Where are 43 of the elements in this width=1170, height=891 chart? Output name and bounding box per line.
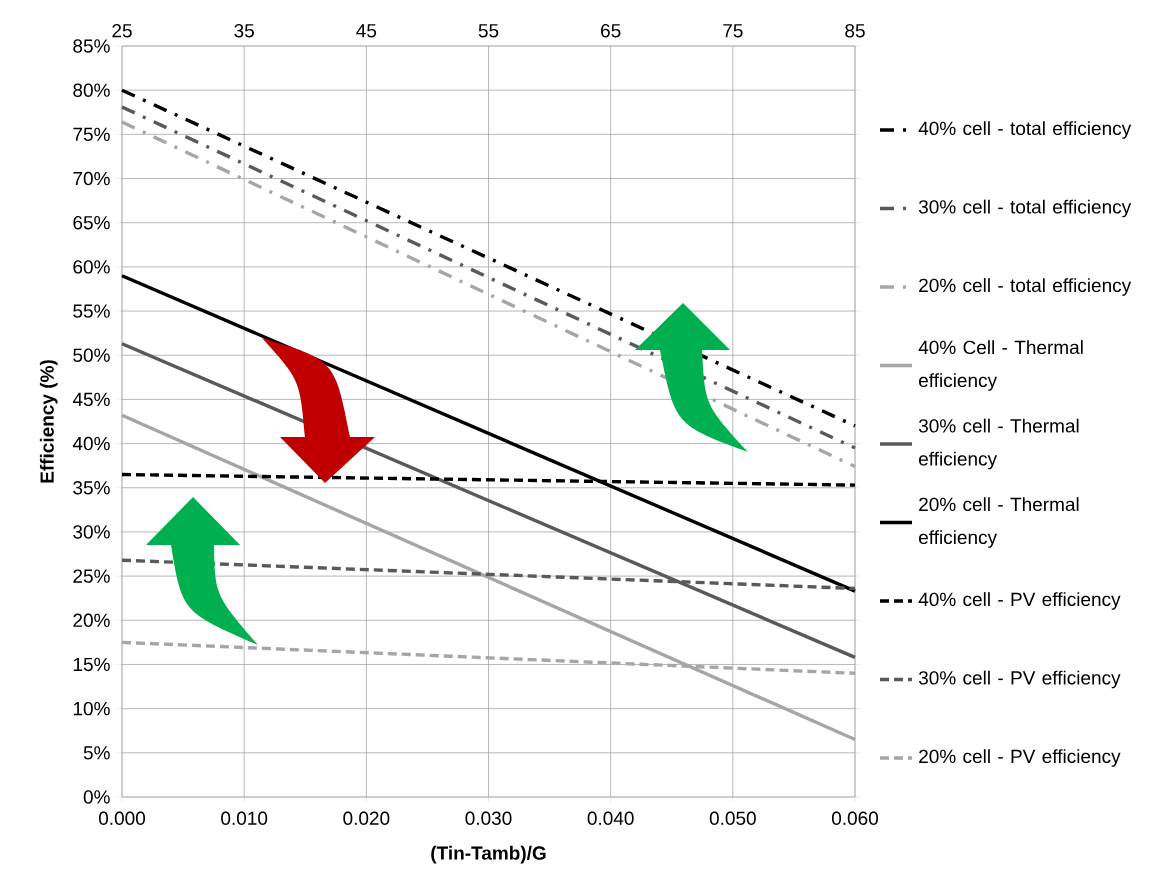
legend-label: 30% cell - Thermal efficiency xyxy=(918,418,1079,470)
legend-label: 30% cell - total efficiency xyxy=(918,199,1132,218)
x-tick-label: 0.050 xyxy=(709,811,756,825)
y-tick-label: 80% xyxy=(73,83,110,97)
legend-label: 40% Cell - Thermal efficiency xyxy=(918,340,1083,391)
y-tick-label: 85% xyxy=(73,39,110,53)
x-tick-label: 0.020 xyxy=(343,811,390,825)
y-tick-label: 15% xyxy=(73,657,110,672)
y-tick-label: 20% xyxy=(73,613,110,628)
legend-label: 40% cell - PV efficiency xyxy=(918,592,1121,610)
y-tick-label: 70% xyxy=(73,171,110,186)
y-tick-label: 40% xyxy=(72,436,110,451)
x-tick-label: 0.040 xyxy=(587,811,634,825)
y-tick-label: 30% xyxy=(73,525,110,539)
legend-label: 30% cell - PV efficiency xyxy=(918,670,1121,689)
legend-label: 20% cell - Thermal efficiency xyxy=(919,497,1079,548)
x2-tick-label: 25 xyxy=(112,23,132,38)
y-tick-label: 10% xyxy=(73,701,110,716)
y-tick-label: 0% xyxy=(83,790,110,804)
y-tick-label: 60% xyxy=(73,260,110,274)
x2-tick-label: 35 xyxy=(234,23,254,38)
x-tick-label: 0.060 xyxy=(831,811,879,825)
x-axis-title: (Tin-Tamb)/G xyxy=(431,845,546,864)
x2-tick-label: 65 xyxy=(601,23,621,38)
legend-label: 40% cell - total efficiency xyxy=(918,121,1132,139)
y-tick-label: 65% xyxy=(73,215,110,230)
y-tick-label: 45% xyxy=(72,392,110,407)
x2-tick-label: 45 xyxy=(356,24,377,38)
y-tick-label: 75% xyxy=(73,127,110,142)
y-tick-label: 35% xyxy=(73,481,110,495)
x-tick-label: 0.010 xyxy=(221,811,268,825)
x2-tick-label: 85 xyxy=(845,23,865,38)
y-tick-label: 50% xyxy=(73,348,110,362)
legend-label: 20% cell - total efficiency xyxy=(919,278,1132,296)
y-tick-label: 55% xyxy=(73,304,110,318)
y-axis-title: Efficiency (%) xyxy=(39,360,58,483)
x2-tick-label: 75 xyxy=(723,24,743,38)
legend-label: 20% cell - PV efficiency xyxy=(919,749,1121,767)
y-tick-label: 25% xyxy=(73,569,110,583)
x2-tick-label: 55 xyxy=(478,24,499,38)
x-tick-label: 0.000 xyxy=(98,811,146,825)
x-tick-label: 0.030 xyxy=(465,811,512,825)
y-tick-label: 5% xyxy=(83,746,110,760)
